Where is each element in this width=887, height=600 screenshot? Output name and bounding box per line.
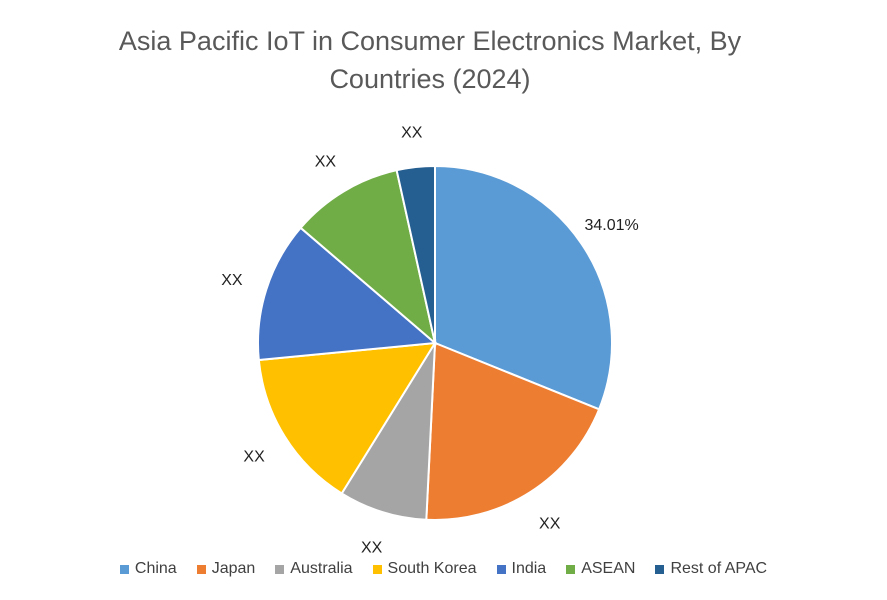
legend-item-india: India: [496, 560, 547, 578]
legend-swatch: [119, 564, 129, 574]
chart-title: Asia Pacific IoT in Consumer Electronics…: [0, 22, 860, 98]
pie-slice-india: [257, 226, 438, 362]
legend-label: South Korea: [387, 560, 477, 577]
pie-slice-australia: [340, 339, 437, 521]
pie-slice-rest-of-apac: [395, 164, 436, 344]
data-label-japan: XX: [539, 515, 561, 532]
legend-item-australia: Australia: [275, 560, 353, 578]
legend-swatch: [372, 564, 382, 574]
pie-chart: 34.01% XX XX XX XX XX XX: [221, 124, 638, 556]
data-label-australia: XX: [361, 539, 383, 556]
legend-label: Japan: [211, 560, 256, 577]
legend-label: ASEAN: [581, 560, 636, 577]
legend-label: Australia: [290, 560, 353, 577]
legend-label: India: [511, 560, 547, 577]
legend-item-asean: ASEAN: [566, 560, 635, 578]
pie-slice-china: [434, 164, 613, 411]
pie-slice-asean: [299, 169, 437, 346]
chart-legend: China Japan Australia South Korea India ASEAN…: [0, 560, 887, 578]
legend-swatch: [566, 564, 576, 574]
chart-title-line-2: Countries (2024): [329, 64, 531, 94]
data-label-china: 34.01%: [584, 217, 638, 234]
legend-swatch: [496, 564, 506, 574]
legend-item-rest-of-apac: Rest of APAC: [655, 560, 767, 578]
legend-item-south-korea: South Korea: [372, 560, 477, 578]
pie-slice-south-korea: [257, 341, 437, 495]
chart-title-line-1: Asia Pacific IoT in Consumer Electronics…: [118, 26, 742, 56]
legend-item-japan: Japan: [196, 560, 256, 578]
data-label-asean: XX: [315, 153, 337, 170]
legend-swatch: [196, 564, 206, 574]
data-label-india: XX: [221, 272, 243, 289]
legend-swatch: [275, 564, 285, 574]
legend-swatch: [655, 564, 665, 574]
legend-label: Rest of APAC: [670, 560, 768, 577]
data-label-south-korea: XX: [243, 448, 265, 465]
legend-item-china: China: [119, 560, 177, 578]
data-label-rest-of-apac: XX: [401, 124, 423, 141]
pie-slice-japan: [425, 341, 601, 521]
legend-label: China: [134, 560, 177, 577]
